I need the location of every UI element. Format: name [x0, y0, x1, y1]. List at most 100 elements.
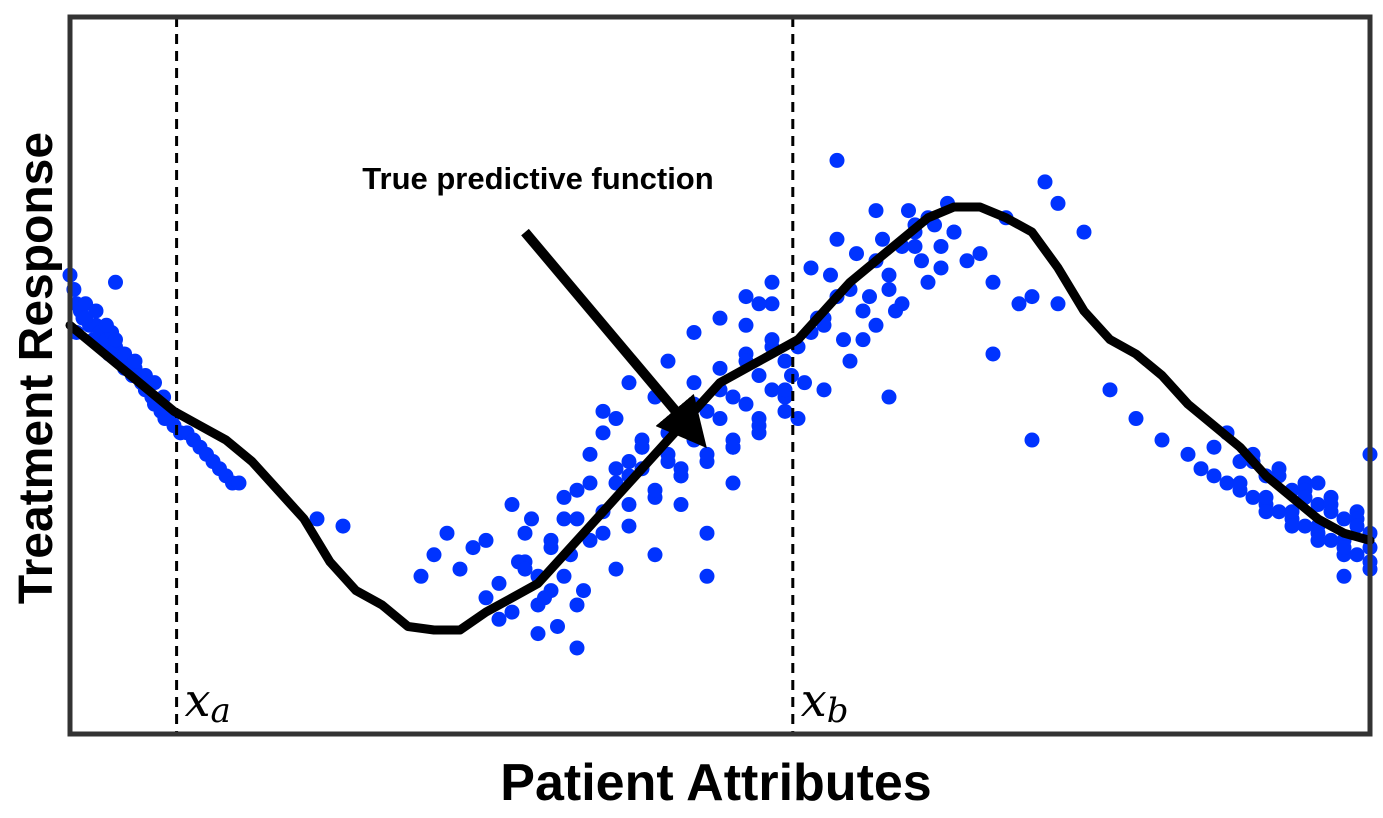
data-point — [595, 403, 611, 419]
data-point — [712, 310, 728, 326]
data-point — [764, 274, 780, 290]
x-axis-title: Patient Attributes — [500, 754, 931, 812]
data-point — [1245, 489, 1261, 505]
data-point — [556, 568, 572, 584]
data-point — [1349, 547, 1365, 563]
data-point — [1284, 504, 1300, 520]
data-point — [881, 389, 897, 405]
data-point — [1336, 540, 1352, 556]
plot-frame — [67, 14, 1373, 737]
data-point — [1297, 518, 1313, 534]
data-point — [849, 246, 864, 262]
data-point — [1258, 504, 1274, 520]
data-point — [1310, 532, 1326, 548]
true-function-curve — [65, 202, 1375, 635]
data-point — [875, 231, 890, 247]
data-point — [803, 260, 819, 276]
data-point — [764, 296, 780, 312]
data-point — [946, 224, 962, 240]
data-point — [621, 518, 637, 534]
data-point — [439, 525, 455, 541]
data-point — [881, 281, 897, 297]
data-point — [881, 267, 897, 283]
data-point — [1206, 439, 1222, 455]
data-point — [1271, 504, 1287, 520]
data-point — [127, 353, 143, 369]
data-point — [569, 640, 585, 656]
data-point — [1284, 518, 1300, 534]
data-point — [608, 411, 624, 427]
data-point — [1193, 461, 1209, 477]
data-point — [907, 238, 923, 254]
data-point — [88, 303, 104, 319]
data-point — [1336, 568, 1352, 584]
data-point — [517, 561, 533, 577]
data-point — [699, 446, 715, 462]
data-point — [1102, 382, 1118, 398]
data-point — [1258, 489, 1274, 505]
data-point — [98, 317, 114, 333]
data-point — [894, 296, 910, 312]
scatter-points — [62, 152, 1378, 656]
data-point — [764, 382, 780, 398]
data-point — [914, 253, 929, 269]
data-point — [862, 289, 877, 305]
data-point — [959, 253, 975, 269]
data-point — [829, 152, 845, 168]
data-point — [621, 454, 637, 470]
data-point — [569, 511, 585, 527]
data-point — [621, 375, 637, 391]
data-point — [868, 203, 884, 219]
data-point — [108, 332, 123, 348]
data-point — [842, 353, 858, 369]
data-point — [725, 439, 741, 455]
data-point — [1336, 511, 1352, 527]
data-point — [478, 532, 494, 548]
annotation-layer: True predictive function — [362, 161, 714, 449]
data-point — [1076, 224, 1092, 240]
data-point — [777, 403, 793, 419]
data-point — [1180, 446, 1196, 462]
data-point — [751, 425, 767, 441]
data-point — [335, 518, 351, 534]
data-point — [738, 396, 754, 412]
data-point — [901, 203, 916, 219]
data-point — [777, 353, 793, 369]
data-point — [582, 475, 598, 491]
data-point — [1310, 475, 1326, 491]
data-point — [634, 439, 650, 455]
data-point — [797, 375, 812, 391]
vertical-lines: xa xb — [175, 17, 849, 734]
data-point — [777, 382, 793, 398]
data-point — [686, 432, 702, 448]
true-function-layer — [65, 202, 1375, 635]
vertical-line-label-a: xa — [185, 673, 231, 731]
data-point — [426, 547, 442, 563]
data-point — [550, 618, 565, 634]
data-point — [621, 497, 637, 513]
data-point — [517, 525, 533, 541]
data-point — [1310, 497, 1326, 513]
data-point — [738, 289, 754, 305]
data-point — [491, 611, 507, 627]
annotation-text: True predictive function — [362, 161, 713, 196]
data-point — [608, 561, 624, 577]
data-point — [1024, 432, 1040, 448]
data-point — [933, 260, 949, 276]
data-point — [582, 446, 598, 462]
data-point — [1128, 411, 1144, 427]
data-point — [660, 353, 676, 369]
data-point — [231, 475, 247, 491]
annotation-arrow — [521, 228, 707, 449]
data-point — [1349, 518, 1365, 534]
data-point — [686, 375, 702, 391]
data-point — [686, 324, 702, 340]
data-point — [569, 597, 585, 613]
data-point — [816, 382, 832, 398]
data-point — [576, 583, 591, 599]
data-point — [829, 231, 845, 247]
data-point — [524, 511, 539, 527]
data-point — [1011, 296, 1027, 312]
data-point — [1206, 468, 1222, 484]
